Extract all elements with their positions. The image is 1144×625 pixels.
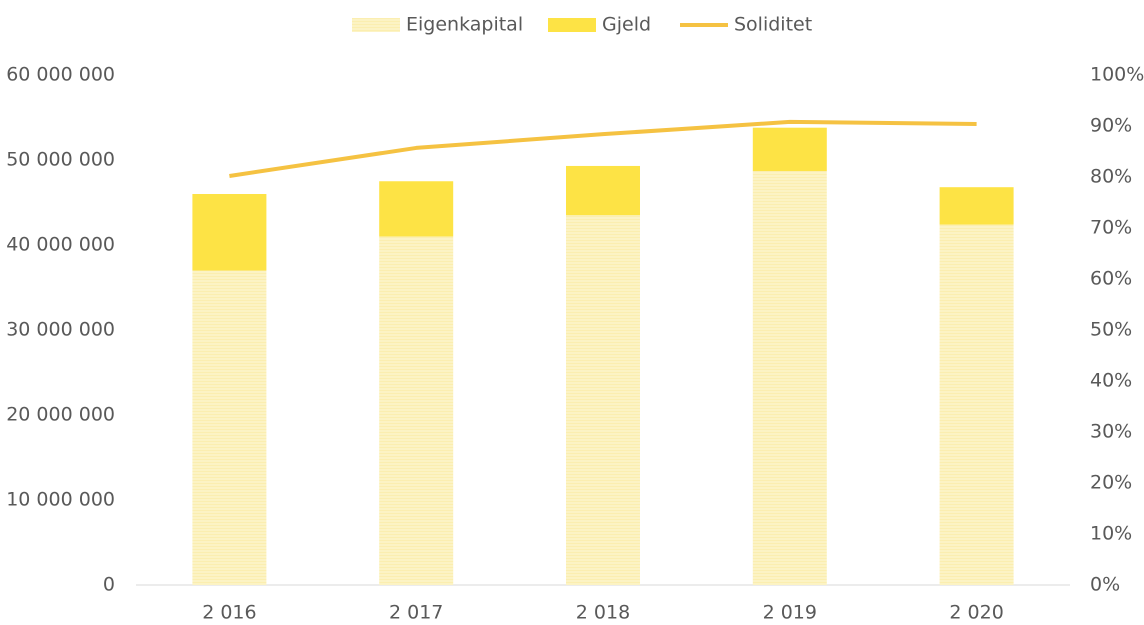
- legend-label: Gjeld: [602, 14, 651, 36]
- y-tick-label: 30 000 000: [6, 319, 115, 341]
- y2-tick-label: 70%: [1090, 217, 1132, 239]
- y2-tick-label: 20%: [1090, 472, 1132, 494]
- legend-label: Soliditet: [734, 14, 812, 36]
- x-tick-label: 2 016: [202, 602, 256, 624]
- y2-tick-label: 0%: [1090, 574, 1120, 596]
- y-tick-label: 0: [103, 574, 115, 596]
- bar: [939, 187, 1014, 225]
- bar: [939, 224, 1014, 585]
- bar: [379, 236, 454, 585]
- x-tick-label: 2 017: [389, 602, 443, 624]
- legend-swatch: [352, 18, 400, 32]
- x-tick-label: 2 018: [576, 602, 630, 624]
- bar: [566, 215, 640, 585]
- bar: [752, 127, 827, 172]
- y2-tick-label: 90%: [1090, 115, 1132, 137]
- y-tick-label: 40 000 000: [6, 234, 115, 256]
- bar: [566, 165, 640, 216]
- y-tick-label: 10 000 000: [6, 489, 115, 511]
- bar: [192, 194, 267, 271]
- y2-tick-label: 50%: [1090, 319, 1132, 341]
- bar: [379, 181, 454, 237]
- legend-swatch: [548, 18, 596, 32]
- y-tick-label: 60 000 000: [6, 64, 115, 86]
- y2-tick-label: 30%: [1090, 421, 1132, 443]
- y-tick-label: 20 000 000: [6, 404, 115, 426]
- y2-tick-label: 10%: [1090, 523, 1132, 545]
- y2-tick-label: 100%: [1090, 64, 1144, 86]
- x-tick-label: 2 020: [949, 602, 1003, 624]
- y2-tick-label: 80%: [1090, 166, 1132, 188]
- y2-tick-label: 40%: [1090, 370, 1132, 392]
- bar: [192, 270, 267, 585]
- y-tick-label: 50 000 000: [6, 149, 115, 171]
- legend-label: Eigenkapital: [406, 14, 523, 36]
- y2-tick-label: 60%: [1090, 268, 1132, 290]
- x-tick-label: 2 019: [763, 602, 817, 624]
- line: [229, 119, 977, 178]
- bar: [752, 171, 827, 586]
